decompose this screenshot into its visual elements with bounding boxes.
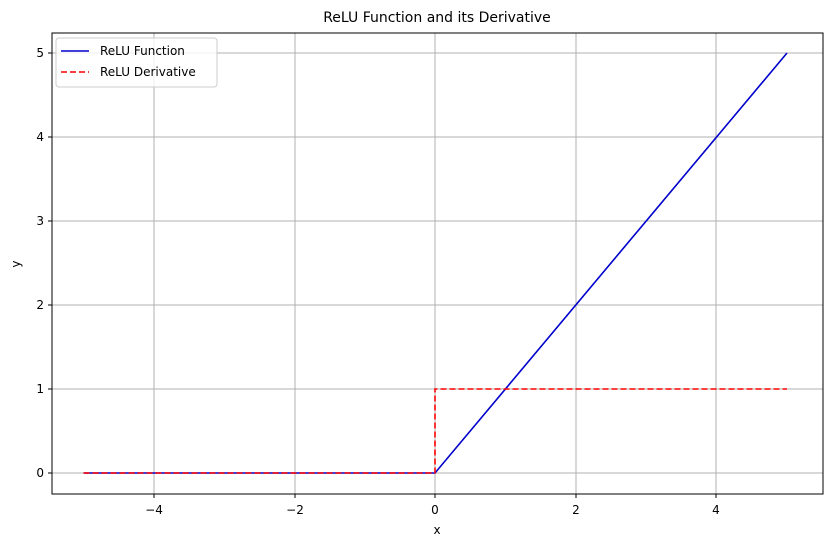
y-ticks <box>48 52 52 474</box>
grid <box>52 33 823 494</box>
legend-label: ReLU Function <box>100 44 185 58</box>
x-tick-label: 0 <box>431 503 439 517</box>
x-tick-label: −4 <box>145 503 163 517</box>
legend-label: ReLU Derivative <box>100 65 196 79</box>
x-tick-label: 4 <box>712 503 720 517</box>
chart-title: ReLU Function and its Derivative <box>323 10 551 26</box>
y-tick-label: 3 <box>36 214 44 228</box>
y-tick-label: 4 <box>36 130 44 144</box>
y-tick-label: 0 <box>36 466 44 480</box>
y-tick-label: 5 <box>36 46 44 60</box>
y-axis-label: y <box>9 260 23 267</box>
y-tick-label: 2 <box>36 298 44 312</box>
y-tick-label: 1 <box>36 382 44 396</box>
legend: ReLU Function ReLU Derivative <box>55 37 218 88</box>
plot-frame <box>51 32 824 495</box>
x-tick-label: −2 <box>286 503 304 517</box>
relu-derivative-line <box>83 388 787 474</box>
x-tick-label: 2 <box>572 503 580 517</box>
x-ticks <box>153 494 717 498</box>
x-axis-label: x <box>433 523 440 537</box>
